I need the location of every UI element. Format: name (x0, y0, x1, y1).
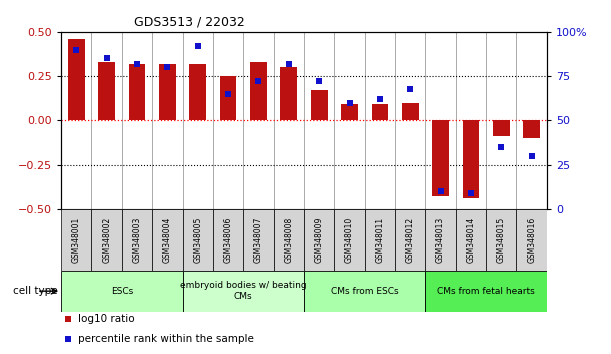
Text: GSM348005: GSM348005 (193, 217, 202, 263)
Bar (463, 120, 479, 198)
Bar (129, 64, 145, 120)
Bar (189, 64, 206, 120)
Bar (516, 209, 547, 271)
Bar (183, 209, 213, 271)
Text: GSM348013: GSM348013 (436, 217, 445, 263)
Text: GSM348015: GSM348015 (497, 217, 506, 263)
Bar (280, 67, 297, 120)
Bar (523, 120, 540, 138)
Text: GSM348007: GSM348007 (254, 217, 263, 263)
Bar (365, 209, 395, 271)
Point (193, 43, 203, 49)
Point (223, 91, 233, 97)
Text: CMs from ESCs: CMs from ESCs (331, 287, 398, 296)
Point (527, 153, 536, 159)
Bar (68, 39, 85, 120)
Point (64, 336, 73, 342)
Point (102, 56, 112, 61)
Bar (432, 120, 449, 196)
Text: percentile rank within the sample: percentile rank within the sample (78, 334, 254, 344)
Point (436, 188, 445, 194)
Point (132, 61, 142, 67)
Point (466, 190, 476, 196)
Bar (456, 209, 486, 271)
Bar (250, 62, 267, 120)
Point (496, 144, 506, 150)
Point (345, 100, 354, 105)
Text: GSM348006: GSM348006 (224, 217, 233, 263)
Bar (213, 209, 243, 271)
Bar (159, 64, 176, 120)
Bar (98, 62, 115, 120)
Bar (220, 76, 236, 120)
Point (405, 86, 415, 91)
Text: GSM348001: GSM348001 (71, 217, 81, 263)
Bar (243, 209, 274, 271)
Bar (304, 209, 334, 271)
Bar (425, 209, 456, 271)
Text: GSM348011: GSM348011 (375, 217, 384, 263)
Text: GSM348010: GSM348010 (345, 217, 354, 263)
Bar (61, 271, 183, 312)
Text: log10 ratio: log10 ratio (78, 314, 135, 324)
Text: GSM348016: GSM348016 (527, 217, 536, 263)
Text: GSM348002: GSM348002 (102, 217, 111, 263)
Bar (493, 120, 510, 136)
Bar (152, 209, 183, 271)
Bar (486, 209, 516, 271)
Point (284, 61, 294, 67)
Text: GSM348004: GSM348004 (163, 217, 172, 263)
Bar (311, 90, 327, 120)
Bar (92, 209, 122, 271)
Text: GSM348012: GSM348012 (406, 217, 415, 263)
Bar (341, 104, 358, 120)
Point (375, 96, 385, 102)
Text: GSM348008: GSM348008 (284, 217, 293, 263)
Point (163, 64, 172, 70)
Bar (61, 209, 92, 271)
Text: GSM348003: GSM348003 (133, 217, 142, 263)
Bar (395, 209, 425, 271)
Bar (425, 271, 547, 312)
Point (314, 79, 324, 84)
Bar (274, 209, 304, 271)
Bar (402, 103, 419, 120)
Point (64, 316, 73, 322)
Text: GDS3513 / 22032: GDS3513 / 22032 (134, 15, 245, 28)
Bar (304, 271, 425, 312)
Bar (183, 271, 304, 312)
Bar (334, 209, 365, 271)
Point (254, 79, 263, 84)
Bar (371, 104, 388, 120)
Bar (122, 209, 152, 271)
Text: cell type: cell type (13, 286, 58, 296)
Text: embryoid bodies w/ beating
CMs: embryoid bodies w/ beating CMs (180, 281, 307, 301)
Text: GSM348014: GSM348014 (466, 217, 475, 263)
Text: ESCs: ESCs (111, 287, 133, 296)
Point (71, 47, 81, 52)
Text: GSM348009: GSM348009 (315, 217, 324, 263)
Text: CMs from fetal hearts: CMs from fetal hearts (437, 287, 535, 296)
